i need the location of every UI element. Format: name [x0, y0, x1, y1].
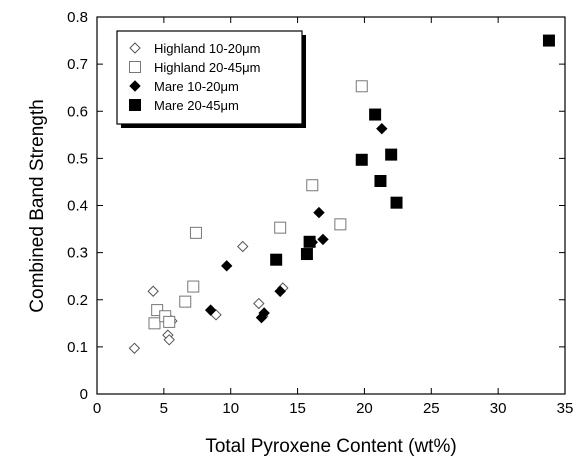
- x-tick-label: 25: [423, 400, 440, 417]
- y-tick-label: 0.3: [67, 245, 88, 262]
- data-point-series-1: [237, 240, 249, 253]
- legend-box: [116, 30, 303, 125]
- x-tick-label: 35: [557, 400, 574, 417]
- data-point-series-4: [303, 235, 316, 248]
- data-point-series-2: [151, 304, 164, 317]
- data-point-series-4: [374, 174, 387, 187]
- legend-marker-4: [129, 99, 141, 111]
- data-point-series-2: [148, 317, 161, 330]
- data-point-series-2: [334, 218, 347, 231]
- data-point-series-2: [306, 179, 319, 192]
- axis-ticks: [96, 16, 566, 395]
- data-point-series-3: [317, 233, 329, 246]
- y-tick-label: 0.6: [67, 103, 88, 120]
- legend-marker-1: [129, 42, 141, 54]
- legend: Highland 10-20μm Highland 20-45μm Mare 10-…: [116, 30, 306, 128]
- data-point-series-2: [274, 221, 287, 234]
- data-point-series-4: [300, 248, 313, 261]
- data-point-series-1: [253, 297, 265, 310]
- data-points: [128, 34, 555, 354]
- data-point-series-1: [163, 334, 175, 346]
- data-point-series-1: [128, 342, 141, 354]
- y-tick-label: 0.5: [67, 150, 88, 167]
- x-tick-label: 10: [222, 400, 239, 417]
- data-point-series-4: [369, 108, 382, 121]
- data-point-series-2: [163, 315, 176, 328]
- data-point-series-2: [355, 80, 368, 93]
- x-tick-label: 15: [289, 400, 306, 417]
- y-tick-label: 0.7: [67, 56, 88, 73]
- y-tick-label: 0.2: [67, 292, 88, 309]
- data-point-series-3: [258, 307, 270, 319]
- data-point-series-4: [270, 253, 283, 266]
- axis-tick-labels: 0 5 10 15 20 25 30 35 0 0.1 0.2 0.3 0.4 0.5 0.6 0.7 0.8: [67, 9, 573, 417]
- y-axis-title: Combined Band Strength: [27, 99, 48, 312]
- legend-label-4: Mare 20-45μm: [154, 98, 239, 113]
- x-tick-label: 5: [160, 400, 168, 417]
- x-tick-label: 30: [490, 400, 507, 417]
- y-tick-label: 0.4: [67, 198, 88, 215]
- x-tick-label: 0: [93, 400, 101, 417]
- legend-label-2: Highland 20-45μm: [154, 60, 261, 75]
- x-axis-title: Total Pyroxene Content (wt%): [205, 436, 456, 457]
- x-tick-label: 20: [356, 400, 373, 417]
- y-tick-label: 0: [80, 386, 88, 403]
- legend-marker-2: [129, 61, 141, 73]
- data-point-series-4: [355, 153, 368, 166]
- data-point-series-3: [220, 260, 233, 272]
- data-point-series-1: [147, 285, 159, 297]
- y-tick-label: 0.8: [67, 9, 88, 26]
- legend-label-3: Mare 10-20μm: [154, 79, 239, 94]
- data-point-series-3: [376, 122, 388, 135]
- data-point-series-3: [313, 206, 325, 219]
- data-point-series-4: [390, 196, 403, 209]
- legend-marker-3: [129, 80, 141, 92]
- data-point-series-3: [274, 285, 286, 297]
- legend-label-1: Highland 10-20μm: [154, 41, 261, 56]
- data-point-series-2: [187, 280, 200, 293]
- data-point-series-3: [204, 304, 217, 316]
- data-point-series-4: [542, 34, 555, 47]
- data-point-series-4: [385, 148, 398, 161]
- data-point-series-2: [179, 295, 192, 308]
- data-point-series-2: [189, 226, 202, 239]
- y-tick-label: 0.1: [67, 339, 88, 356]
